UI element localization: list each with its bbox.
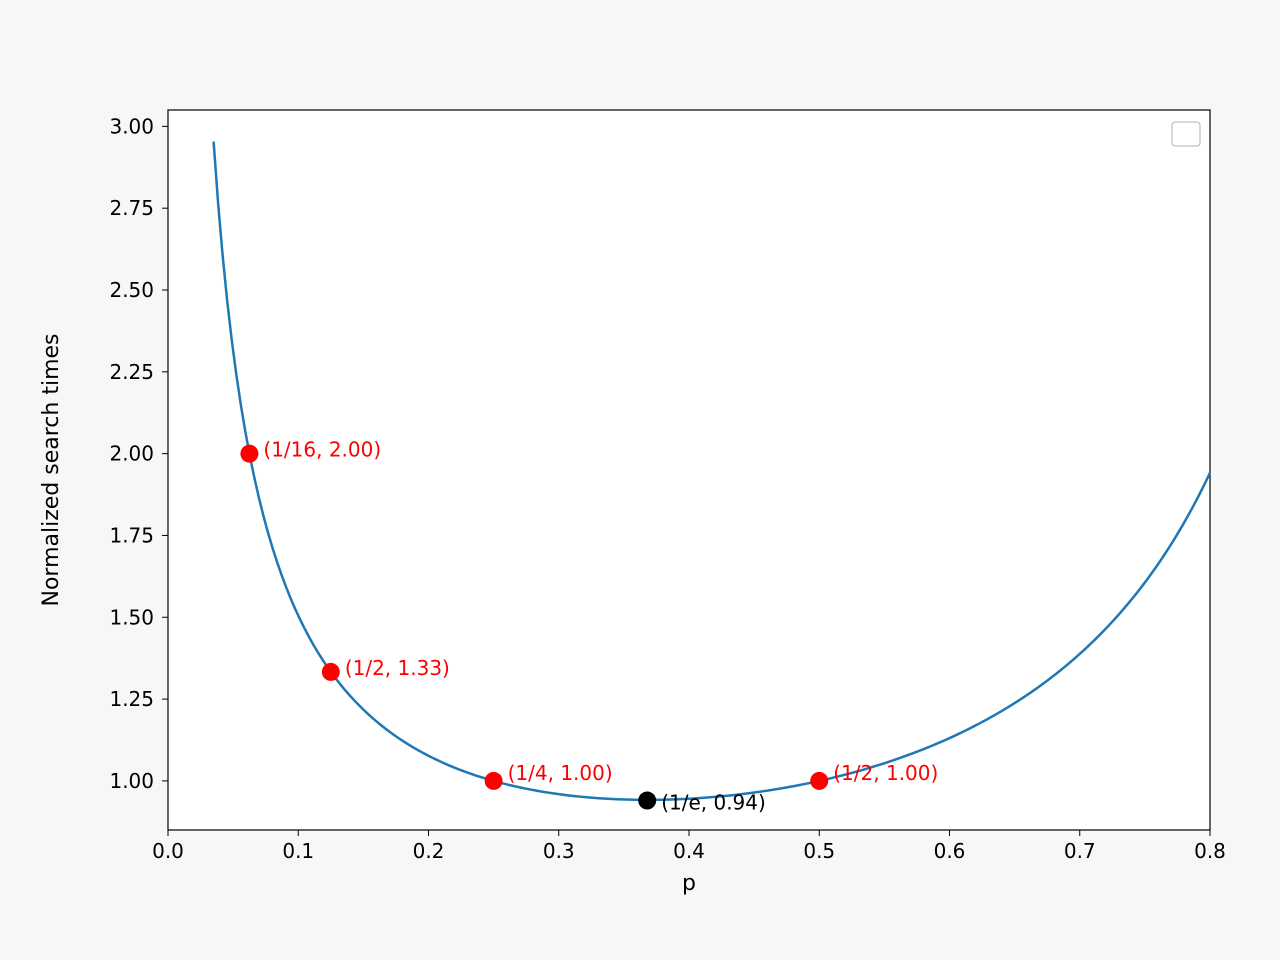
y-tick-label: 2.75 [109, 196, 154, 220]
point-label: (1/4, 1.00) [508, 761, 613, 785]
y-tick-label: 3.00 [109, 114, 154, 138]
y-tick-label: 2.50 [109, 278, 154, 302]
data-point [485, 772, 503, 790]
x-tick-label: 0.5 [803, 839, 835, 863]
x-tick-label: 0.3 [543, 839, 575, 863]
y-axis-label: Normalized search times [39, 334, 64, 607]
y-tick-label: 1.75 [109, 523, 154, 547]
x-tick-label: 0.4 [673, 839, 705, 863]
point-label: (1/e, 0.94) [661, 791, 766, 815]
data-point [638, 792, 656, 810]
x-tick-label: 0.6 [934, 839, 966, 863]
chart-container: 0.0 0.1 0.2 0.3 0.4 0.5 0.6 0.7 0.8 1.00 1.25 1.50 1… [0, 0, 1280, 960]
data-point [322, 663, 340, 681]
y-tick-label: 1.00 [109, 769, 154, 793]
x-tick-label: 0.1 [282, 839, 314, 863]
x-tick-label: 0.0 [152, 839, 184, 863]
x-tick-label: 0.2 [413, 839, 445, 863]
point-label: (1/16, 2.00) [263, 438, 381, 462]
y-tick-label: 1.25 [109, 687, 154, 711]
point-label: (1/2, 1.00) [833, 761, 938, 785]
x-tick-label: 0.7 [1064, 839, 1096, 863]
x-axis-label: p [682, 871, 696, 896]
data-point [240, 445, 258, 463]
x-tick-label: 0.8 [1194, 839, 1226, 863]
data-point [810, 772, 828, 790]
line-chart: 0.0 0.1 0.2 0.3 0.4 0.5 0.6 0.7 0.8 1.00 1.25 1.50 1… [0, 0, 1280, 960]
y-tick-label: 1.50 [109, 605, 154, 629]
plot-area [168, 110, 1210, 830]
point-label: (1/2, 1.33) [345, 656, 450, 680]
y-tick-label: 2.25 [109, 360, 154, 384]
y-tick-label: 2.00 [109, 442, 154, 466]
